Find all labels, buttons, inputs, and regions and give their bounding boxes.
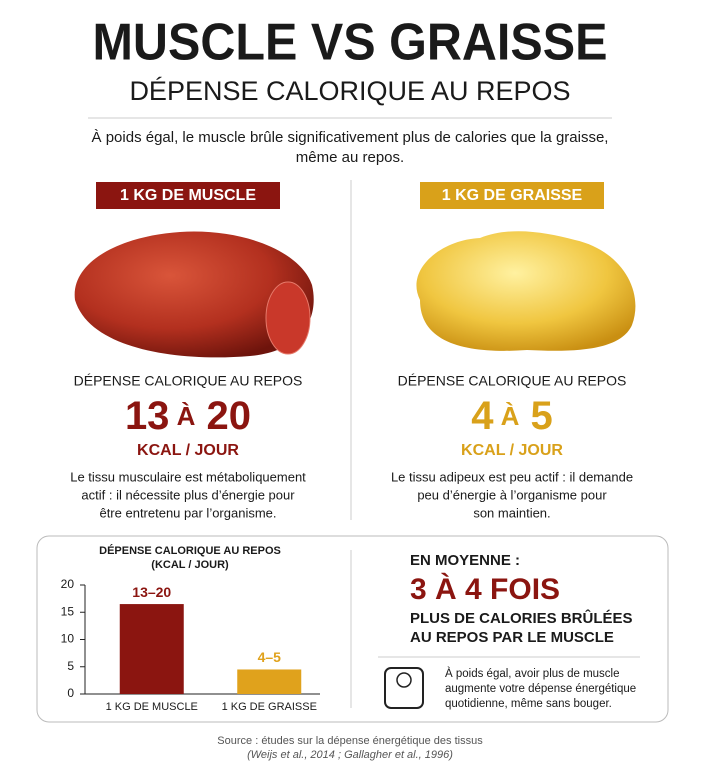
description: actif : il nécessite plus d’énergie pour — [81, 487, 295, 502]
fat-image — [416, 231, 636, 351]
description: peu d’énergie à l’organisme pour — [417, 487, 607, 502]
value-label: 13–20 — [132, 584, 171, 600]
badge-bg — [420, 182, 604, 209]
x-tick-label: 1 KG DE MUSCLE — [106, 701, 198, 713]
rate-label: DÉPENSE CALORIQUE AU REPOS — [398, 373, 627, 389]
rate-label: DÉPENSE CALORIQUE AU REPOS — [74, 373, 303, 389]
badge-bg — [96, 182, 280, 209]
bar — [119, 604, 184, 694]
summary-lead: EN MOYENNE : — [410, 552, 520, 569]
rate-range: 4 À 5 — [471, 394, 553, 438]
description: Le tissu musculaire est métaboliquement — [70, 469, 306, 484]
x-tick-label: 1 KG DE GRAISSE — [222, 701, 317, 713]
rate-part: 5 — [519, 394, 552, 438]
title: MUSCLE VS GRAISSE — [93, 14, 608, 72]
summary-note: À poids égal, avoir plus de muscle — [445, 667, 620, 680]
y-tick-label: 0 — [67, 686, 74, 700]
y-tick-label: 10 — [61, 632, 75, 646]
bar — [237, 669, 302, 694]
rate-part: À — [493, 401, 519, 431]
chart-title: DÉPENSE CALORIQUE AU REPOS — [99, 544, 281, 557]
description: être entretenu par l’organisme. — [99, 505, 276, 520]
scale-icon — [384, 667, 424, 709]
summary-note: augmente votre dépense énergétique — [445, 683, 636, 695]
rate-unit: KCAL / JOUR — [461, 442, 563, 459]
description: Le tissu adipeux est peu actif : il dema… — [391, 469, 633, 484]
summary-line: AU REPOS PAR LE MUSCLE — [410, 629, 614, 646]
badge: 1 KG DE GRAISSE — [442, 187, 583, 204]
y-tick-label: 15 — [61, 604, 75, 618]
summary-line: PLUS DE CALORIES BRÛLÉES — [410, 609, 633, 627]
summary-note: quotidienne, même sans bouger. — [445, 698, 612, 710]
rate-part: À — [169, 401, 195, 431]
meat-image — [74, 231, 314, 358]
subtitle: DÉPENSE CALORIQUE AU REPOS — [129, 76, 570, 106]
summary-box — [36, 535, 669, 723]
meat-cut — [265, 281, 311, 355]
intro: À poids égal, le muscle brûle significat… — [92, 129, 609, 146]
summary-big: 3 À 4 FOIS — [410, 572, 560, 606]
badge: 1 KG DE MUSCLE — [120, 187, 256, 204]
rate-range: 13 À 20 — [125, 394, 251, 438]
rate-part: 4 — [471, 394, 494, 438]
value-label: 4–5 — [258, 649, 282, 665]
rate-unit: KCAL / JOUR — [137, 442, 239, 459]
source: (Weijs et al., 2014 ; Gallagher et al., … — [247, 749, 453, 761]
description: son maintien. — [473, 505, 550, 520]
intro: même au repos. — [296, 149, 404, 166]
chart-title: (KCAL / JOUR) — [151, 559, 229, 571]
y-tick-label: 5 — [67, 659, 74, 673]
scale-icon-dial — [396, 672, 412, 688]
y-tick-label: 20 — [61, 577, 75, 591]
rate-part: 13 — [125, 394, 170, 438]
rate-part: 20 — [195, 394, 251, 438]
source: Source : études sur la dépense énergétiq… — [217, 735, 483, 747]
